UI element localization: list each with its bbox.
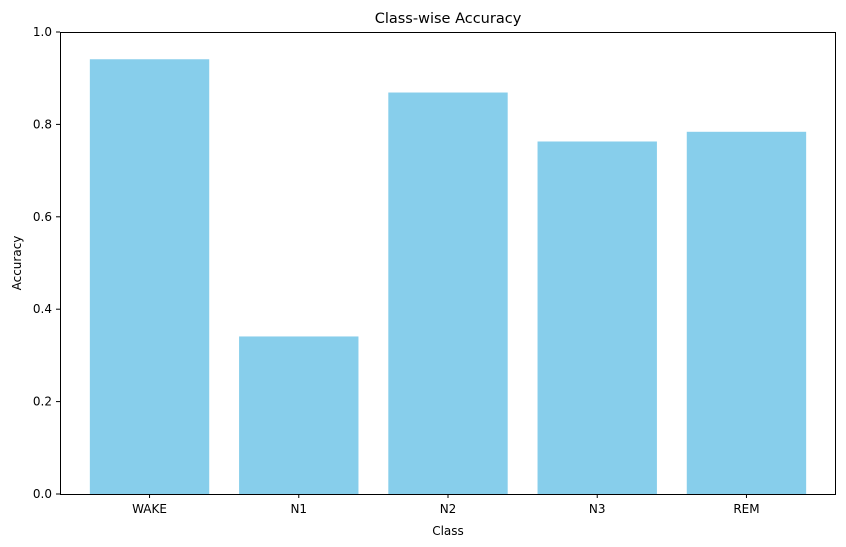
y-tick-label: 0.6: [33, 210, 52, 224]
y-tick-label: 1.0: [33, 25, 52, 39]
x-tick-label: WAKE: [132, 502, 167, 516]
bars-layer: [89, 59, 807, 495]
bar-wake: [89, 59, 210, 495]
chart-title: Class-wise Accuracy: [375, 11, 522, 27]
x-tick-label: N1: [290, 502, 307, 516]
bar-n3: [537, 141, 657, 494]
bar-n1: [239, 336, 359, 494]
x-axis-ticks: WAKE N1 N2 N3 REM: [132, 494, 760, 516]
y-tick-label: 0.4: [33, 302, 52, 316]
x-tick-label: REM: [733, 502, 759, 516]
y-tick-label: 0.8: [33, 117, 52, 131]
y-tick-label: 0.0: [33, 487, 52, 501]
y-axis-ticks: 0.0 0.2 0.4 0.6 0.8 1.0: [33, 25, 60, 501]
x-axis-label: Class: [432, 524, 464, 538]
x-tick-label: N2: [440, 502, 457, 516]
bar-rem: [686, 131, 807, 495]
y-axis-label: Accuracy: [10, 236, 24, 291]
x-tick-label: N3: [589, 502, 606, 516]
bar-n2: [388, 92, 508, 494]
y-tick-label: 0.2: [33, 395, 52, 409]
